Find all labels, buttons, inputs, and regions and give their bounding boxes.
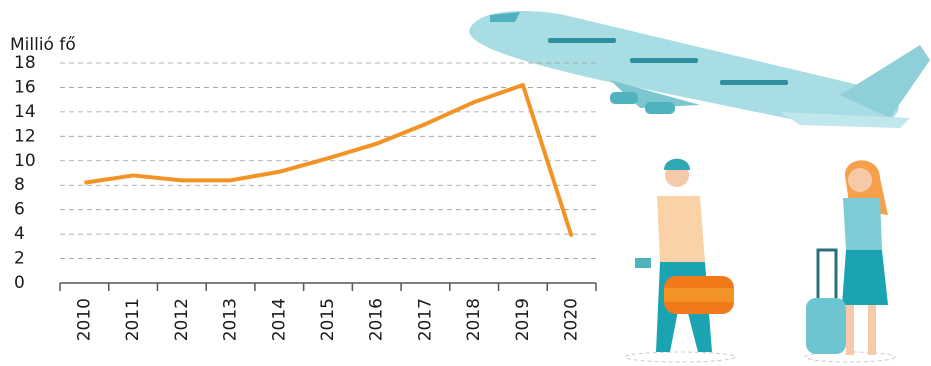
x-tick-label: 2020 [562,298,582,341]
y-tick-label: 2 [14,249,25,269]
x-tick-label: 2015 [318,298,338,341]
x-tick-label: 2017 [415,298,435,341]
y-tick-label: 14 [14,102,36,122]
x-tick-label: 2014 [269,298,289,341]
x-tick-label: 2016 [367,298,387,341]
y-tick-label: 16 [14,77,36,97]
x-tick-label: 2013 [221,298,241,341]
y-axis-title: Millió fő [10,35,76,55]
illustration [469,10,930,363]
y-tick-label: 12 [14,126,36,146]
y-tick-label: 10 [14,151,36,171]
line [84,83,574,238]
x-tick-label: 2010 [74,298,94,341]
y-tick-label: 18 [14,53,36,73]
y-tick-label: 4 [14,224,25,244]
y-tick-label: 6 [14,200,25,220]
x-tick-label: 2018 [464,298,484,341]
x-tick-label: 2011 [123,298,143,341]
x-tick-label: 2012 [172,298,192,341]
y-tick-label: 8 [14,175,25,195]
x-tick-label: 2019 [513,298,533,341]
y-tick-label: 0 [14,273,25,293]
